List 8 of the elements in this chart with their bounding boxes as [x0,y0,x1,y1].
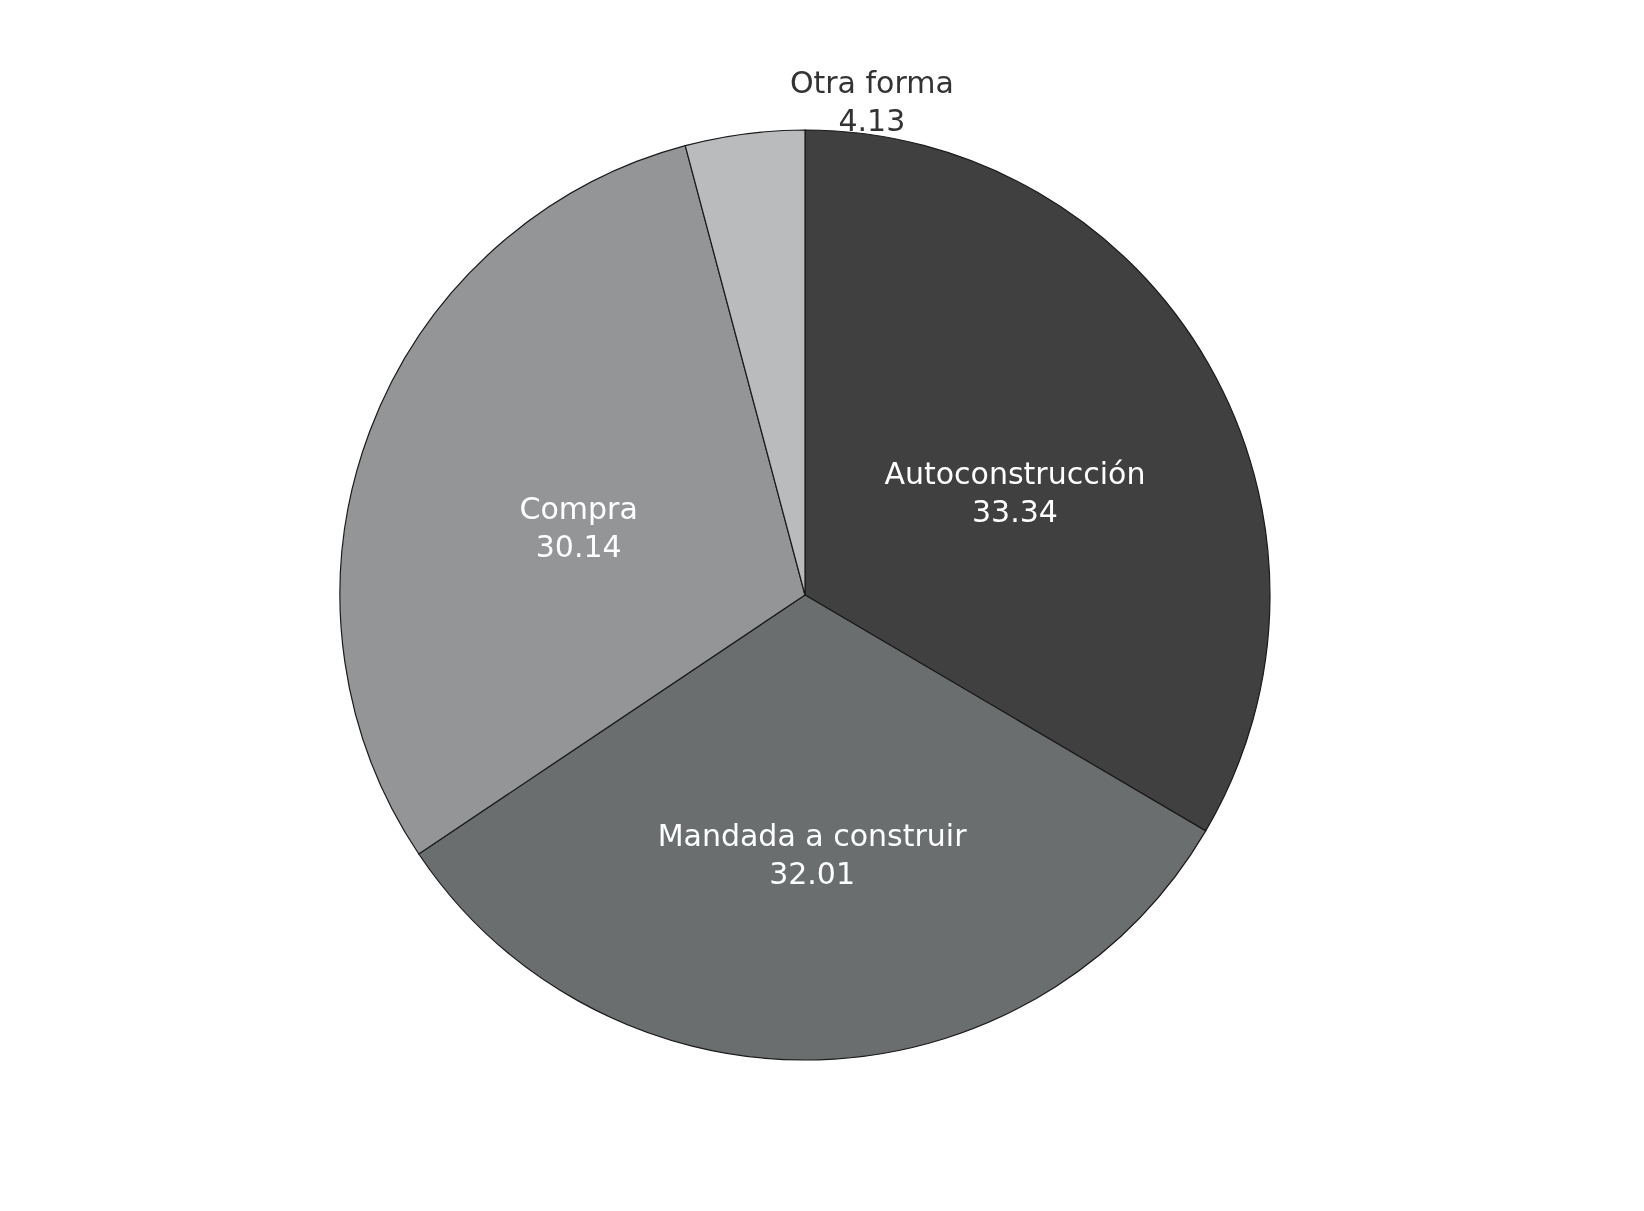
data-label: 4.13 [838,103,906,139]
slice-label: Compra [519,490,638,526]
data-label: 30.14 [535,528,622,564]
data-label: 32.01 [769,855,856,891]
slice-label: Mandada a construir [657,817,968,853]
slice-label: Autoconstrucción [884,455,1146,491]
data-label: 33.34 [971,493,1058,529]
slice-label: Otra forma [789,65,954,101]
